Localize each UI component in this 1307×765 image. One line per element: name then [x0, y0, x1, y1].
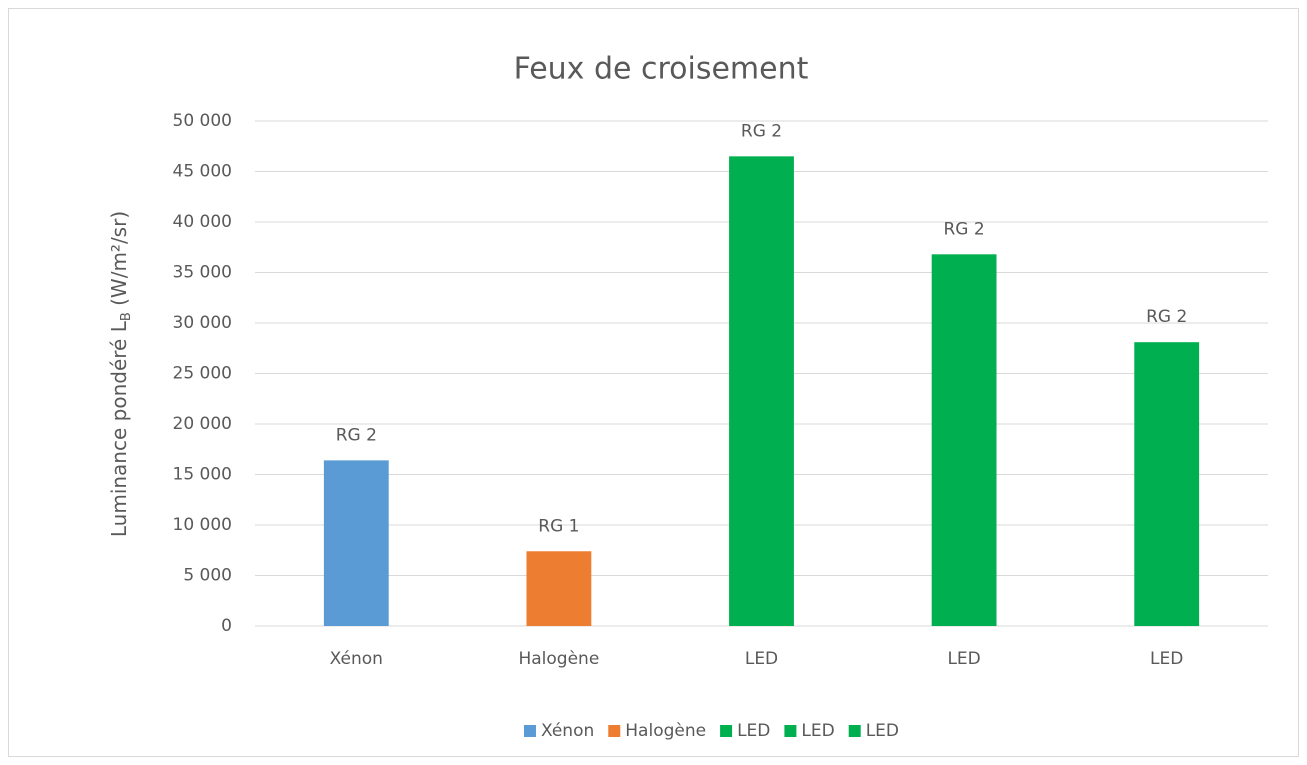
y-tick-label: 10 000	[173, 515, 232, 535]
annotation: RG 1	[538, 516, 579, 536]
y-tick-label: 30 000	[173, 313, 232, 333]
x-tick-label: Xénon	[330, 649, 383, 669]
chart-title: Feux de croisement	[514, 52, 809, 87]
y-tick-label: 20 000	[173, 414, 232, 434]
bar	[1134, 342, 1200, 626]
chart-border	[8, 8, 1299, 757]
legend-swatch	[784, 725, 797, 737]
legend-label: LED	[866, 721, 899, 741]
y-tick-label: 0	[221, 616, 232, 636]
y-tick-label: 5 000	[183, 566, 232, 586]
y-axis-label: Luminance pondéré LB (W/m²/sr)	[107, 211, 134, 537]
annotation: RG 2	[1146, 307, 1187, 327]
y-tick-label: 45 000	[173, 162, 232, 182]
x-tick-label: LED	[947, 649, 980, 669]
legend-label: Xénon	[541, 721, 594, 741]
legend-label: LED	[737, 721, 770, 741]
y-label-subscript: B	[119, 312, 134, 321]
legend-swatch	[720, 725, 733, 737]
bar	[729, 156, 794, 626]
x-tick-label: Halogène	[518, 649, 599, 669]
bar	[931, 254, 997, 626]
y-tick-label: 35 000	[173, 263, 232, 283]
y-label-main: Luminance pondéré L	[107, 320, 131, 537]
legend-swatch	[848, 725, 861, 737]
annotation: RG 2	[943, 219, 984, 239]
bar	[323, 460, 389, 626]
y-tick-label: 15 000	[173, 465, 232, 485]
annotation: RG 2	[741, 121, 782, 141]
bar	[526, 551, 592, 626]
legend-swatch	[608, 725, 621, 737]
x-tick-label: LED	[745, 649, 778, 669]
legend-swatch	[523, 725, 536, 737]
annotation: RG 2	[336, 425, 377, 445]
x-tick-label: LED	[1150, 649, 1183, 669]
legend-label: Halogène	[625, 721, 706, 741]
y-tick-label: 50 000	[173, 111, 232, 131]
y-tick-label: 40 000	[173, 212, 232, 232]
y-label-unit: (W/m²/sr)	[107, 211, 131, 312]
legend-label: LED	[801, 721, 834, 741]
y-tick-label: 25 000	[173, 364, 232, 384]
